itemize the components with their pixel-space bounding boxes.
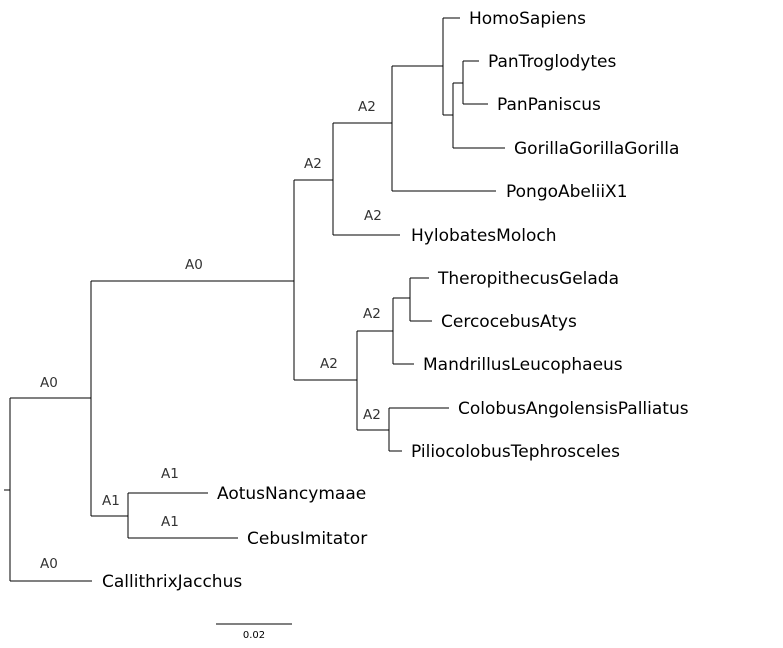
taxon-label-pan-paniscus: PanPaniscus (497, 95, 601, 115)
scale-bar-label: 0.02 (243, 630, 265, 641)
branch-label-hominoidea: A2 (304, 156, 322, 172)
taxon-label-theropithecus: TheropithecusGelada (437, 269, 619, 289)
branch-label-aotus: A1 (161, 466, 179, 482)
taxon-label-pan-troglodytes: PanTroglodytes (488, 52, 616, 72)
branch-label-root-upper: A0 (40, 375, 58, 391)
taxon-label-mandrillus: MandrillusLeucophaeus (423, 355, 623, 375)
branch-label-platyrrhini: A1 (102, 493, 120, 509)
taxon-label-cercocebus: CercocebusAtys (441, 312, 577, 332)
branch-label-papionini: A2 (363, 306, 381, 322)
branch-label-root-lower: A0 (40, 556, 58, 572)
taxon-label-homo-sapiens: HomoSapiens (469, 9, 586, 29)
branch-label-colobinae: A2 (363, 407, 381, 423)
taxon-label-colobus: ColobusAngolensisPalliatus (458, 399, 689, 419)
taxon-label-aotus: AotusNancymaae (217, 484, 366, 504)
taxon-label-gorilla: GorillaGorillaGorilla (514, 139, 679, 159)
branch-label-cebus: A1 (161, 514, 179, 530)
taxon-label-piliocolobus: PiliocolobusTephrosceles (411, 442, 620, 462)
taxon-label-hylobates: HylobatesMoloch (411, 226, 556, 246)
branch-label-cercopithecoidea: A2 (320, 356, 338, 372)
taxon-label-cebus: CebusImitator (247, 529, 367, 549)
branch-label-hylobates: A2 (364, 208, 382, 224)
branch-label-catarrhini: A0 (185, 257, 203, 273)
taxon-label-callithrix: CallithrixJacchus (102, 572, 242, 592)
branch-label-hominidae: A2 (358, 99, 376, 115)
taxon-label-pongo: PongoAbeliiX1 (506, 182, 628, 202)
